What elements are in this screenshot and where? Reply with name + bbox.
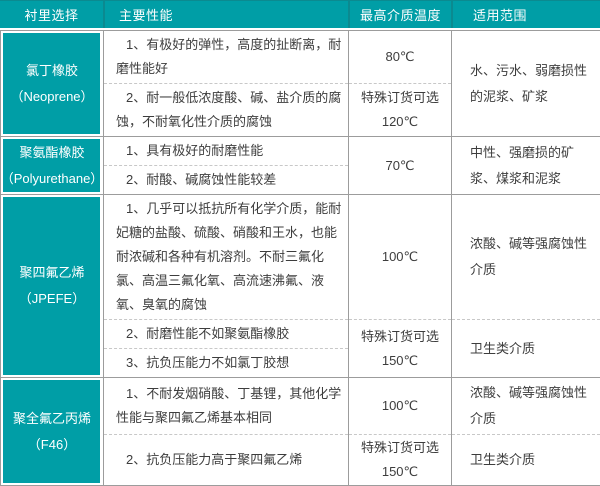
lining-name: 聚氨酯橡胶 （Polyurethane） xyxy=(1,143,103,189)
table-row: 聚全氟乙丙烯 （F46） 1、不耐发烟硝酸、丁基锂，其他化学性能与聚四氟乙烯基本… xyxy=(1,378,600,435)
performance-cell: 2、抗负压能力高于聚四氟乙烯 xyxy=(104,435,349,486)
lining-name: 聚全氟乙丙烯 （F46） xyxy=(1,409,103,455)
lining-name-en: （Polyurethane） xyxy=(1,169,104,189)
temperature-cell: 100℃ xyxy=(349,195,452,320)
performance-cell: 1、有极好的弹性，高度的扯断离，耐磨性能好 xyxy=(104,31,349,84)
performance-cell: 2、耐磨性能不如聚氨酯橡胶 xyxy=(104,320,349,349)
performance-cell: 1、具有极好的耐磨性能 xyxy=(104,137,349,166)
performance-cell: 1、不耐发烟硝酸、丁基锂，其他化学性能与聚四氟乙烯基本相同 xyxy=(104,378,349,435)
temperature-cell: 100℃ xyxy=(349,378,452,435)
lining-name: 氯丁橡胶 （Neoprene） xyxy=(1,61,103,107)
range-cell: 卫生类介质 xyxy=(452,320,600,378)
table-row: 氯丁橡胶 （Neoprene） 1、有极好的弹性，高度的扯断离，耐磨性能好 80… xyxy=(1,31,600,84)
header-lining: 衬里选择 xyxy=(0,1,103,28)
lining-name-cn: 聚氨酯橡胶 xyxy=(19,143,84,163)
performance-cell: 2、耐酸、碱腐蚀性能较差 xyxy=(104,166,349,195)
range-cell: 中性、强磨损的矿浆、煤浆和泥浆 xyxy=(452,137,600,195)
range-cell: 浓酸、碱等强腐蚀性介质 xyxy=(452,378,600,435)
temperature-cell: 80℃ xyxy=(349,31,452,84)
range-cell: 浓酸、碱等强腐蚀性介质 xyxy=(452,195,600,320)
lining-cell-jpefe: 聚四氟乙烯 （JPEFE） xyxy=(1,195,104,378)
performance-cell: 2、耐一般低浓度酸、碱、盐介质的腐蚀，不耐氧化性介质的腐蚀 xyxy=(104,84,349,137)
header-range: 适用范围 xyxy=(451,1,600,28)
lining-cell-neoprene: 氯丁橡胶 （Neoprene） xyxy=(1,31,104,137)
lining-selection-table: 氯丁橡胶 （Neoprene） 1、有极好的弹性，高度的扯断离，耐磨性能好 80… xyxy=(0,30,600,486)
lining-name-en: （Neoprene） xyxy=(10,87,93,107)
temp-note: 特殊订货可选 xyxy=(349,436,451,460)
temp-value: 150℃ xyxy=(349,349,451,373)
lining-name-cn: 聚全氟乙丙烯 xyxy=(13,409,91,429)
header-performance: 主要性能 xyxy=(103,1,348,28)
temperature-cell: 70℃ xyxy=(349,137,452,195)
temperature-cell: 特殊订货可选 120℃ xyxy=(349,84,452,137)
table-row: 聚四氟乙烯 （JPEFE） 1、几乎可以抵抗所有化学介质，能耐妃糖的盐酸、硫酸、… xyxy=(1,195,600,320)
lining-cell-f46: 聚全氟乙丙烯 （F46） xyxy=(1,378,104,486)
temperature-cell: 特殊订货可选 150℃ xyxy=(349,435,452,486)
header-temperature: 最高介质温度 xyxy=(348,1,451,28)
lining-name-cn: 聚四氟乙烯 xyxy=(19,263,84,283)
temp-note: 特殊订货可选 xyxy=(349,325,451,349)
temp-value: 150℃ xyxy=(349,460,451,484)
lining-name-cn: 氯丁橡胶 xyxy=(26,61,78,81)
range-cell: 卫生类介质 xyxy=(452,435,600,486)
lining-name-en: （JPEFE） xyxy=(19,289,85,309)
lining-name: 聚四氟乙烯 （JPEFE） xyxy=(1,263,103,309)
temperature-cell: 特殊订货可选 150℃ xyxy=(349,320,452,378)
lining-name-en: （F46） xyxy=(28,435,76,455)
temp-value: 120℃ xyxy=(349,110,451,134)
table-header: 衬里选择 主要性能 最高介质温度 适用范围 xyxy=(0,0,600,28)
temp-note: 特殊订货可选 xyxy=(349,86,451,110)
performance-cell: 1、几乎可以抵抗所有化学介质，能耐妃糖的盐酸、硫酸、硝酸和王水，也能耐浓碱和各种… xyxy=(104,195,349,320)
lining-cell-polyurethane: 聚氨酯橡胶 （Polyurethane） xyxy=(1,137,104,195)
table-row: 聚氨酯橡胶 （Polyurethane） 1、具有极好的耐磨性能 70℃ 中性、… xyxy=(1,137,600,166)
range-cell: 水、污水、弱磨损性的泥浆、矿浆 xyxy=(452,31,600,137)
performance-cell: 3、抗负压能力不如氯丁胶想 xyxy=(104,349,349,378)
